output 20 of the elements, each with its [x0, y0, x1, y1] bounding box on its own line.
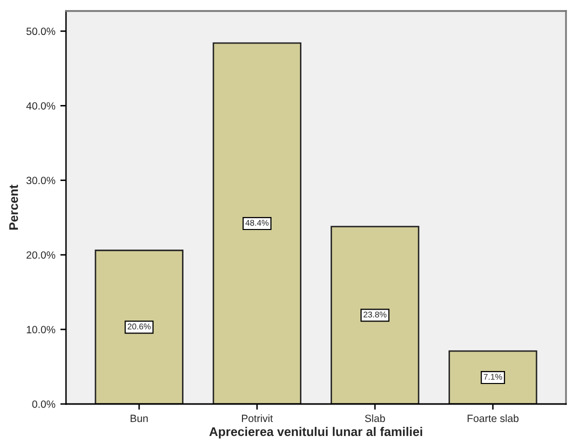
- data-label: 48.4%: [245, 220, 269, 226]
- y-tick-label: 40.0%: [26, 102, 56, 110]
- y-tick-label: 30.0%: [26, 176, 56, 184]
- bar: [212, 42, 302, 404]
- data-label: 20.6%: [128, 324, 151, 330]
- y-tick-label: 50.0%: [26, 28, 56, 36]
- bar: [330, 226, 420, 404]
- data-label: 7.1%: [484, 374, 502, 380]
- x-tick-label: Foarte slab: [468, 414, 519, 422]
- x-tick-label: Potrivit: [242, 414, 273, 422]
- data-label: 23.8%: [364, 312, 386, 318]
- bar: [448, 350, 538, 404]
- y-tick-label: 0.0%: [32, 400, 56, 408]
- y-tick-label: 10.0%: [26, 326, 56, 334]
- y-tick-label: 20.0%: [26, 251, 56, 259]
- x-tick-label: Slab: [365, 414, 385, 422]
- x-tick-label: Bun: [130, 414, 148, 422]
- bar: [94, 250, 184, 404]
- x-axis-title: Aprecierea venitului lunar al familiei: [209, 426, 422, 439]
- y-axis-title: Percent: [9, 184, 18, 230]
